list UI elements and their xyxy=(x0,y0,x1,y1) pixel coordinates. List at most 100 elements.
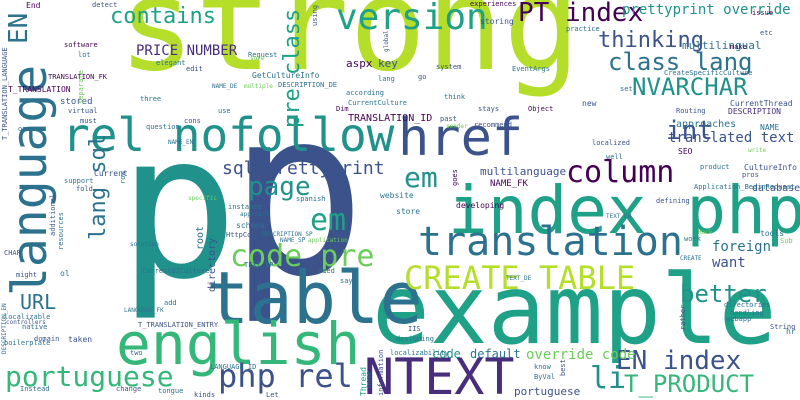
word-store: store xyxy=(396,207,421,216)
word-sender: sender xyxy=(446,123,468,130)
word-php-rel: php rel xyxy=(218,357,353,395)
word-etc: etc xyxy=(760,29,773,37)
word-additional: additional xyxy=(49,193,57,236)
word-goes: goes xyxy=(451,169,459,186)
word-t-translation: T_TRANSLATION xyxy=(8,85,71,94)
word-prettyprint-override: prettyprint override xyxy=(622,2,791,18)
word-text-en: TEXT_EN xyxy=(606,213,632,220)
word-rather: rather xyxy=(679,304,687,330)
word-issue: issue xyxy=(752,9,774,17)
word-default: default xyxy=(470,347,521,361)
word-experiences: experiences xyxy=(470,0,517,8)
word-directory: directory xyxy=(207,237,218,292)
word-translation-fk: TRANSLATION_FK xyxy=(48,73,108,81)
word-system: system xyxy=(436,63,462,71)
word-hack: Hack xyxy=(698,229,713,236)
word-name-de: NAME_DE xyxy=(212,83,238,90)
word-approaches: approaches xyxy=(676,119,737,130)
word-two: two xyxy=(130,349,143,357)
word-spanish: spanish xyxy=(296,195,326,203)
word-kinds: kinds xyxy=(194,391,216,399)
word-language-id: LANGUAGE_ID xyxy=(210,363,257,371)
word-language-fk: LANGUAGE_FK xyxy=(124,307,164,314)
word-description: DESCRIPTION xyxy=(728,107,781,116)
word-lot: lot xyxy=(78,51,91,59)
word-native: native xyxy=(22,323,48,331)
word-t-translation-language: T_TRANSLATION_LANGUAGE xyxy=(1,47,9,140)
word-database: database xyxy=(752,183,800,194)
word-tools: tools xyxy=(760,229,785,238)
word-using: using xyxy=(311,4,319,26)
word-make: make xyxy=(730,43,747,51)
word-t-product: T_PRODUCT xyxy=(624,370,755,398)
word-schema: schema xyxy=(236,221,265,230)
word-know: know xyxy=(534,363,551,371)
word-pros: pros xyxy=(742,171,759,179)
word-translated-text: translated text xyxy=(668,130,795,146)
word-aspx: aspx xyxy=(346,57,373,70)
word-elegant: elegant xyxy=(156,59,186,67)
word-better: better xyxy=(680,280,767,308)
word-root: root xyxy=(195,225,206,250)
word-getcultureinfo: GetCultureInfo xyxy=(252,71,320,80)
word-column: column xyxy=(566,155,675,190)
word-domain: domain xyxy=(34,335,60,343)
word-row: row xyxy=(119,171,127,184)
word-table: table xyxy=(206,256,423,340)
word-controllers: controllers xyxy=(6,319,46,326)
word-according: according xyxy=(346,89,384,97)
word-code: code xyxy=(432,347,461,361)
word-think: think xyxy=(444,93,466,101)
word-end: End xyxy=(26,1,41,10)
word-li: li xyxy=(590,361,627,396)
word-int: int xyxy=(666,116,713,146)
word-cons: cons xyxy=(184,117,201,125)
word-class-lang: class lang xyxy=(608,48,753,76)
word-software: software xyxy=(64,41,98,49)
word-current: Current xyxy=(94,169,128,178)
word-rel-nofollow: rel nofollow xyxy=(62,108,395,162)
word-text-de: TEXT_DE xyxy=(506,275,532,282)
word-localizability: localizability xyxy=(390,349,450,357)
word-virtual: virtual xyxy=(68,107,98,115)
word-index-php: index php xyxy=(448,172,800,249)
word-instance: instance xyxy=(228,203,262,211)
word-byval: ByVal xyxy=(534,373,556,381)
word-name-fk: NAME_FK xyxy=(490,179,528,189)
word-pt-index: PT index xyxy=(518,0,644,28)
word-set: set xyxy=(620,85,633,93)
word-routing: Routing xyxy=(676,107,706,115)
word-one: one xyxy=(18,125,31,133)
word-em-1: em xyxy=(310,203,347,238)
word-support: support xyxy=(64,177,94,185)
word-lang: lang xyxy=(378,75,395,83)
word-instead: Instead xyxy=(20,385,50,393)
word-ntext: NTEXT xyxy=(364,348,515,400)
word-href: href xyxy=(398,108,524,168)
word-thinking: thinking xyxy=(598,28,704,53)
word-global: global xyxy=(383,30,390,52)
word-httpcontext: HttpContext xyxy=(226,231,273,239)
word-detect: detect xyxy=(92,1,118,9)
word-handling: handling xyxy=(730,309,764,317)
word-sure: sure xyxy=(250,55,265,62)
word-designing: designing xyxy=(396,335,434,343)
word-english: english xyxy=(116,310,361,378)
word-description-de: DESCRIPTION_DE xyxy=(278,81,338,89)
word-example: example xyxy=(372,254,777,366)
word-might: might xyxy=(16,271,38,279)
word-description-sp: DESCRIPTION_SP xyxy=(262,231,313,238)
word-object: Object xyxy=(528,105,554,113)
word-go: go xyxy=(418,73,427,81)
word-fold: fold xyxy=(76,185,93,193)
word-pre-class: pre class xyxy=(280,8,305,128)
word-create-table: CREATE TABLE xyxy=(404,259,636,297)
word-multilanguage: multilanguage xyxy=(480,165,567,178)
word-localizable: localizable xyxy=(4,313,51,321)
word-page: page xyxy=(248,172,311,202)
word-sub: Sub xyxy=(780,237,793,245)
word-multiple: multiple xyxy=(244,83,273,90)
word-use: use xyxy=(218,107,231,115)
word-iis: IIS xyxy=(408,325,421,333)
